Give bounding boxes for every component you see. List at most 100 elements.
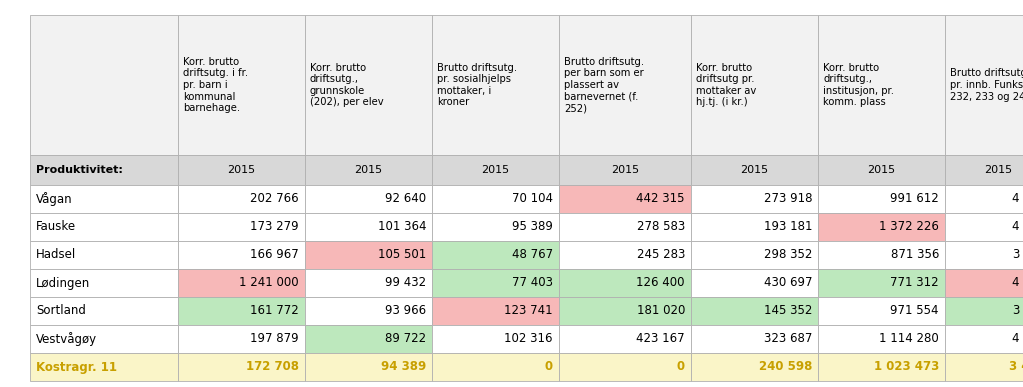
Bar — [305, 297, 432, 325]
Text: Produktivitet:: Produktivitet: — [36, 165, 123, 175]
Text: 278 583: 278 583 — [636, 221, 685, 233]
Text: 245 283: 245 283 — [636, 248, 685, 262]
Text: 193 181: 193 181 — [763, 221, 812, 233]
Text: 3 407: 3 407 — [1010, 361, 1023, 373]
Text: 48 767: 48 767 — [512, 248, 553, 262]
Text: 173 279: 173 279 — [251, 221, 299, 233]
Bar — [945, 269, 1023, 297]
Text: 0: 0 — [677, 361, 685, 373]
Text: 126 400: 126 400 — [636, 276, 685, 289]
Bar — [691, 185, 818, 213]
Text: Korr. brutto
driftsutg pr.
mottaker av
hj.tj. (i kr.): Korr. brutto driftsutg pr. mottaker av h… — [696, 63, 756, 108]
Text: 4 697: 4 697 — [1012, 276, 1023, 289]
Text: 197 879: 197 879 — [251, 332, 299, 346]
Bar — [818, 325, 945, 353]
Bar — [945, 155, 1023, 185]
Bar — [30, 241, 178, 269]
Text: 2015: 2015 — [984, 165, 1013, 175]
Bar — [818, 297, 945, 325]
Bar — [178, 155, 305, 185]
Text: 95 389: 95 389 — [513, 221, 553, 233]
Text: 181 020: 181 020 — [636, 305, 685, 317]
Bar — [945, 297, 1023, 325]
Text: Korr. brutto
driftsutg.,
grunnskole
(202), per elev: Korr. brutto driftsutg., grunnskole (202… — [310, 63, 384, 108]
Bar — [432, 241, 559, 269]
Text: 3 810: 3 810 — [1013, 305, 1023, 317]
Text: 0: 0 — [545, 361, 553, 373]
Bar — [559, 353, 691, 381]
Text: 323 687: 323 687 — [763, 332, 812, 346]
Bar — [559, 185, 691, 213]
Bar — [178, 241, 305, 269]
Bar — [30, 15, 178, 155]
Bar — [945, 15, 1023, 155]
Text: 93 966: 93 966 — [385, 305, 426, 317]
Text: Korr. brutto
driftsutg.,
institusjon, pr.
komm. plass: Korr. brutto driftsutg., institusjon, pr… — [822, 63, 894, 108]
Text: 123 741: 123 741 — [504, 305, 553, 317]
Text: 771 312: 771 312 — [890, 276, 939, 289]
Text: 298 352: 298 352 — [763, 248, 812, 262]
Text: 94 389: 94 389 — [381, 361, 426, 373]
Bar — [30, 269, 178, 297]
Bar — [178, 325, 305, 353]
Text: 2015: 2015 — [868, 165, 895, 175]
Text: 145 352: 145 352 — [763, 305, 812, 317]
Bar — [305, 325, 432, 353]
Text: Lødingen: Lødingen — [36, 276, 90, 289]
Text: 4 372: 4 372 — [1013, 192, 1023, 205]
Text: 172 708: 172 708 — [246, 361, 299, 373]
Bar — [432, 155, 559, 185]
Text: 202 766: 202 766 — [251, 192, 299, 205]
Text: 1 023 473: 1 023 473 — [874, 361, 939, 373]
Text: Vågan: Vågan — [36, 192, 73, 206]
Bar — [178, 353, 305, 381]
Bar — [559, 269, 691, 297]
Bar — [178, 269, 305, 297]
Text: 273 918: 273 918 — [763, 192, 812, 205]
Bar — [691, 15, 818, 155]
Text: 70 104: 70 104 — [512, 192, 553, 205]
Text: 4 460: 4 460 — [1013, 221, 1023, 233]
Text: 77 403: 77 403 — [512, 276, 553, 289]
Bar — [945, 185, 1023, 213]
Bar — [305, 155, 432, 185]
Text: 991 612: 991 612 — [890, 192, 939, 205]
Bar — [818, 213, 945, 241]
Bar — [818, 15, 945, 155]
Text: Korr. brutto
driftsutg. i fr.
pr. barn i
kommunal
barnehage.: Korr. brutto driftsutg. i fr. pr. barn i… — [183, 57, 249, 113]
Bar — [559, 325, 691, 353]
Text: 2015: 2015 — [227, 165, 256, 175]
Bar — [305, 241, 432, 269]
Bar — [432, 297, 559, 325]
Bar — [30, 325, 178, 353]
Bar — [818, 269, 945, 297]
Text: 2015: 2015 — [482, 165, 509, 175]
Bar — [178, 185, 305, 213]
Text: 971 554: 971 554 — [890, 305, 939, 317]
Bar — [691, 155, 818, 185]
Bar — [305, 15, 432, 155]
Bar — [30, 155, 178, 185]
Bar — [432, 15, 559, 155]
Bar — [30, 213, 178, 241]
Text: Brutto driftsutg.
pr. innb. Funksj.
232, 233 og 241: Brutto driftsutg. pr. innb. Funksj. 232,… — [950, 68, 1023, 102]
Text: Fauske: Fauske — [36, 221, 76, 233]
Text: Brutto driftsutg.
pr. sosialhjelps
mottaker, i
kroner: Brutto driftsutg. pr. sosialhjelps motta… — [437, 63, 517, 108]
Bar — [305, 213, 432, 241]
Bar — [691, 353, 818, 381]
Text: 92 640: 92 640 — [385, 192, 426, 205]
Bar — [559, 213, 691, 241]
Text: 99 432: 99 432 — [385, 276, 426, 289]
Bar — [945, 325, 1023, 353]
Bar — [818, 185, 945, 213]
Text: 2015: 2015 — [611, 165, 639, 175]
Text: Sortland: Sortland — [36, 305, 86, 317]
Bar — [178, 297, 305, 325]
Bar — [432, 325, 559, 353]
Bar — [691, 269, 818, 297]
Bar — [432, 213, 559, 241]
Text: 105 501: 105 501 — [377, 248, 426, 262]
Text: 1 114 280: 1 114 280 — [879, 332, 939, 346]
Bar — [691, 297, 818, 325]
Text: 240 598: 240 598 — [759, 361, 812, 373]
